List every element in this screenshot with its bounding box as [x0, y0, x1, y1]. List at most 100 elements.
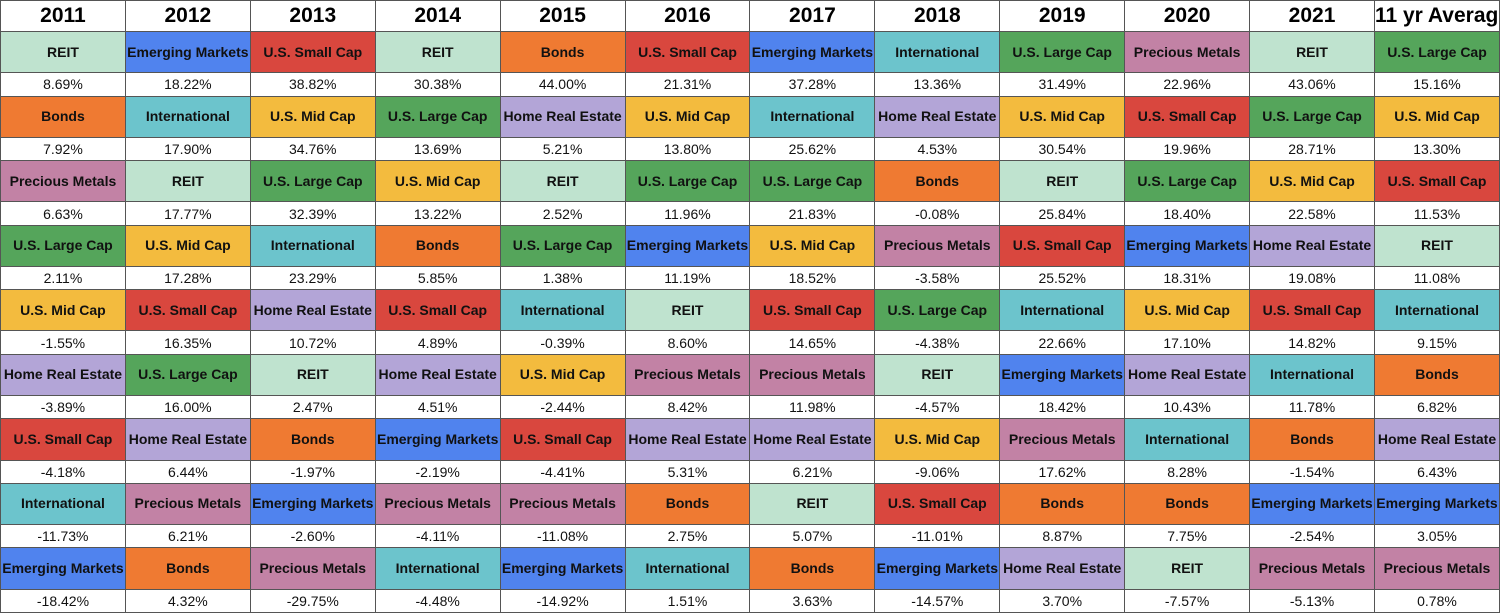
return-value-cell: 8.60% [624, 330, 751, 355]
rank-2-category-row: Bonds International U.S. Mid Cap U.S. Large… [0, 95, 1500, 138]
asset-class-cell: Home Real Estate [624, 418, 751, 461]
asset-class-cell: Emerging Markets [749, 30, 876, 74]
asset-class-cell: Home Real Estate [749, 418, 876, 461]
return-value-cell: 4.51% [374, 394, 501, 420]
asset-class-cell: Emerging Markets [1124, 224, 1251, 267]
asset-class-cell: U.S. Small Cap [624, 30, 751, 74]
return-value-cell: 19.08% [1249, 265, 1375, 291]
asset-class-cell: Bonds [0, 95, 126, 138]
asset-class-cell: U.S. Small Cap [749, 289, 876, 332]
asset-class-cell: Emerging Markets [999, 353, 1126, 397]
return-value-cell: -9.06% [874, 459, 1001, 484]
return-value-cell: 2.52% [499, 201, 626, 226]
rank-4-category-row: U.S. Large Cap U.S. Mid Cap International B… [0, 224, 1500, 267]
return-value-cell: -4.41% [499, 459, 626, 484]
return-value-cell: 18.52% [749, 265, 876, 291]
asset-class-cell: U.S. Mid Cap [1124, 289, 1251, 332]
return-value-cell: 10.43% [1124, 394, 1251, 420]
asset-class-cell: U.S. Mid Cap [999, 95, 1126, 138]
return-value-cell: 38.82% [249, 72, 376, 97]
asset-class-cell: U.S. Large Cap [1124, 160, 1251, 203]
asset-class-cell: REIT [1373, 224, 1500, 267]
rank-7-category-row: U.S. Small Cap Home Real Estate Bonds Emerg… [0, 418, 1500, 461]
return-value-cell: -3.58% [874, 265, 1001, 291]
asset-class-cell: U.S. Small Cap [1249, 289, 1375, 332]
return-value-cell: 11.53% [1373, 201, 1500, 226]
asset-class-cell: U.S. Small Cap [374, 289, 501, 332]
year-header: 2011 [0, 0, 126, 32]
asset-class-cell: REIT [374, 30, 501, 74]
asset-class-cell: U.S. Small Cap [249, 30, 376, 74]
asset-class-cell: Bonds [874, 160, 1001, 203]
return-value-cell: 25.52% [999, 265, 1126, 291]
returns-table-body: REIT Emerging Markets U.S. Small Cap REIT Bo… [0, 30, 1500, 613]
year-header: 2019 [999, 0, 1126, 32]
asset-class-cell: U.S. Small Cap [999, 224, 1126, 267]
return-value-cell: 32.39% [249, 201, 376, 226]
asset-class-cell: Precious Metals [1373, 547, 1500, 590]
return-value-cell: -29.75% [249, 588, 376, 613]
year-header: 2012 [124, 0, 251, 32]
return-value-cell: 15.16% [1373, 72, 1500, 97]
return-value-cell: -3.89% [0, 394, 126, 420]
asset-class-cell: Precious Metals [249, 547, 376, 590]
asset-class-cell: Precious Metals [624, 353, 751, 397]
year-header: 2021 [1249, 0, 1375, 32]
asset-class-cell: Emerging Markets [874, 547, 1001, 590]
return-value-cell: 2.11% [0, 265, 126, 291]
rank-2-return-row: 7.92% 17.90% 34.76% 13.69% 5.21% 13.80% 25.62%… [0, 136, 1500, 162]
asset-class-cell: Bonds [1373, 353, 1500, 397]
asset-class-cell: International [124, 95, 251, 138]
return-value-cell: 5.31% [624, 459, 751, 484]
rank-3-category-row: Precious Metals REIT U.S. Large Cap U.S. Mi… [0, 160, 1500, 203]
asset-class-cell: Bonds [374, 224, 501, 267]
asset-class-cell: Bonds [749, 547, 876, 590]
asset-class-cell: U.S. Mid Cap [749, 224, 876, 267]
asset-class-cell: International [1373, 289, 1500, 332]
return-value-cell: 43.06% [1249, 72, 1375, 97]
return-value-cell: 17.62% [999, 459, 1126, 484]
return-value-cell: 6.82% [1373, 394, 1500, 420]
asset-class-cell: U.S. Mid Cap [624, 95, 751, 138]
return-value-cell: 21.31% [624, 72, 751, 97]
return-value-cell: 2.75% [624, 524, 751, 549]
return-value-cell: -11.08% [499, 524, 626, 549]
asset-class-cell: Emerging Markets [0, 547, 126, 590]
asset-class-cell: REIT [124, 160, 251, 203]
return-value-cell: -1.97% [249, 459, 376, 484]
rank-1-category-row: REIT Emerging Markets U.S. Small Cap REIT Bo… [0, 30, 1500, 74]
return-value-cell: 23.29% [249, 265, 376, 291]
asset-class-cell: Home Real Estate [499, 95, 626, 138]
return-value-cell: 6.43% [1373, 459, 1500, 484]
return-value-cell: -11.01% [874, 524, 1001, 549]
asset-class-cell: U.S. Mid Cap [1373, 95, 1500, 138]
asset-class-cell: U.S. Small Cap [1124, 95, 1251, 138]
asset-class-cell: Precious Metals [374, 482, 501, 526]
return-value-cell: 17.28% [124, 265, 251, 291]
asset-class-cell: Home Real Estate [1373, 418, 1500, 461]
asset-class-cell: Emerging Markets [249, 482, 376, 526]
asset-class-cell: Bonds [624, 482, 751, 526]
return-value-cell: 16.00% [124, 394, 251, 420]
asset-class-cell: U.S. Small Cap [874, 482, 1001, 526]
asset-class-cell: International [499, 289, 626, 332]
return-value-cell: 21.83% [749, 201, 876, 226]
return-value-cell: 13.22% [374, 201, 501, 226]
asset-class-cell: International [374, 547, 501, 590]
return-value-cell: -4.11% [374, 524, 501, 549]
return-value-cell: 9.15% [1373, 330, 1500, 355]
asset-class-cell: International [1249, 353, 1375, 397]
year-header: 2014 [374, 0, 501, 32]
asset-class-cell: Home Real Estate [124, 418, 251, 461]
asset-class-cell: REIT [624, 289, 751, 332]
rank-6-return-row: -3.89% 16.00% 2.47% 4.51% -2.44% 8.42% 11.98% -… [0, 394, 1500, 420]
return-value-cell: -0.39% [499, 330, 626, 355]
rank-5-category-row: U.S. Mid Cap U.S. Small Cap Home Real Esta… [0, 289, 1500, 332]
asset-class-cell: REIT [749, 482, 876, 526]
return-value-cell: -18.42% [0, 588, 126, 613]
asset-class-cell: Bonds [249, 418, 376, 461]
asset-class-cell: U.S. Large Cap [624, 160, 751, 203]
asset-class-cell: International [0, 482, 126, 526]
asset-class-cell: U.S. Large Cap [749, 160, 876, 203]
asset-class-cell: REIT [999, 160, 1126, 203]
